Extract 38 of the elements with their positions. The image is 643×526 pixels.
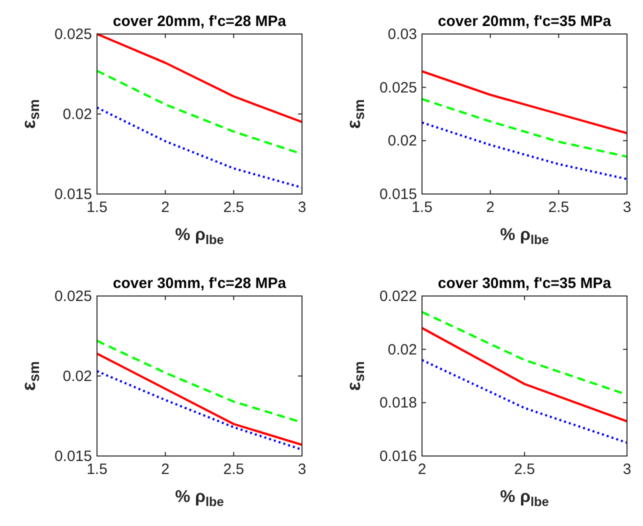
x-tick-label: 2.5 [223,199,244,216]
x-axis-title: % ρ$_{lbe}$ [500,225,549,247]
y-tick-label: 0.016 [379,448,417,465]
chart-title: cover 20mm, f'c=28 MPa [112,13,287,30]
x-tick-label: 2 [161,199,170,216]
x-tick-label: 3 [298,461,306,478]
line-series [420,121,628,180]
x-axis-title: % ρ$_{lbe}$ [500,487,549,509]
x-tick-label: 2 [418,461,426,478]
y-tick-label: 0.02 [62,368,92,385]
y-tick-label: 0.03 [388,26,417,43]
x-tick-label: 2 [161,461,170,478]
x-tick-label: 2 [486,199,495,216]
line-series [420,98,628,158]
line-series [420,70,628,134]
y-tick-label: 0.02 [388,132,417,150]
x-tick-label: 3 [298,199,306,216]
line-series [96,70,304,156]
y-tick-label: 0.018 [379,394,417,412]
x-tick-label: 2.5 [548,199,570,216]
line-series [96,352,304,446]
x-tick-label: 2.5 [223,461,244,478]
y-tick-label: 0.025 [54,26,92,43]
chart-title: cover 30mm, f'c=35 MPa [438,275,612,292]
y-tick-label: 0.02 [388,341,417,358]
x-tick-label: 3 [622,199,632,216]
x-axis-title: % ρ$_{lbe}$ [175,225,224,247]
x-axis-title: % ρ$_{lbe}$ [175,487,224,509]
line-series [96,106,304,189]
chart-title: cover 20mm, f'c=35 MPa [438,13,612,30]
y-tick-label: 0.02 [62,106,92,123]
x-tick-label: 3 [622,461,632,478]
line-series [96,32,304,124]
y-tick-label: 0.025 [379,79,417,96]
chart-title: cover 30mm, f'c=28 MPa [112,275,287,292]
x-tick-label: 2.5 [514,461,535,478]
y-tick-label: 0.025 [54,288,92,305]
y-tick-label: 0.022 [379,288,417,305]
